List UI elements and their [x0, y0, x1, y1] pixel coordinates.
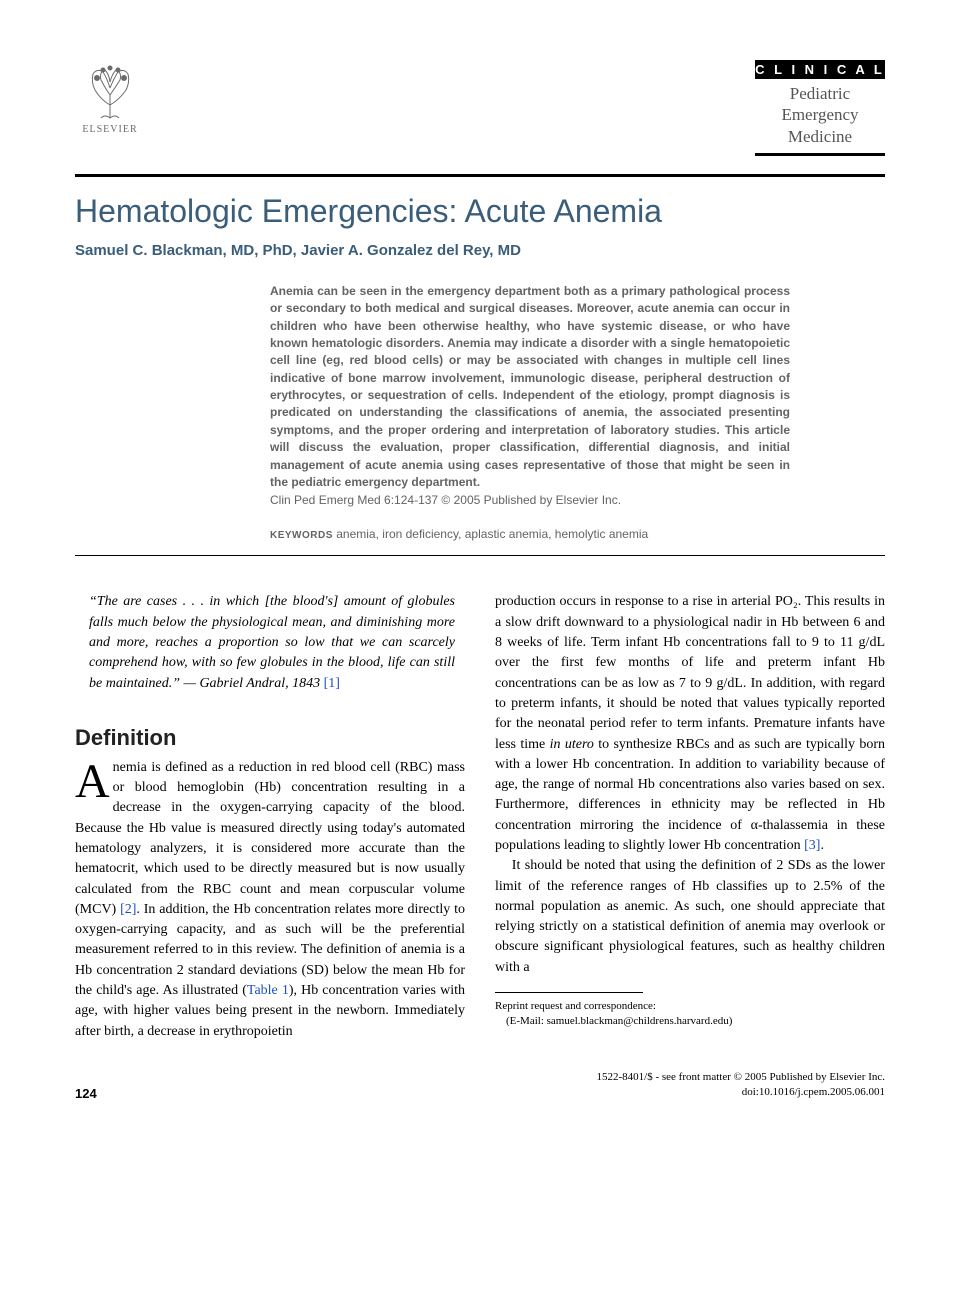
epigraph: “The are cases . . . in which [the blood… [89, 592, 455, 693]
rule-after-abstract [75, 555, 885, 556]
body-text: to synthesize RBCs and as such are typic… [495, 737, 885, 853]
body-paragraph: production occurs in response to a rise … [495, 592, 885, 856]
body-columns: “The are cases . . . in which [the blood… [75, 592, 885, 1042]
abstract-text: Anemia can be seen in the emergency depa… [270, 283, 790, 492]
table-link-1[interactable]: Table 1 [247, 983, 289, 998]
reprint-line: Reprint request and correspondence: [495, 999, 885, 1014]
citation-line: Clin Ped Emerg Med 6:124-137 © 2005 Publ… [270, 493, 790, 507]
dropcap: A [75, 758, 113, 803]
journal-badge: C L I N I C A L Pediatric Emergency Medi… [755, 60, 885, 156]
column-left: “The are cases . . . in which [the blood… [75, 592, 465, 1042]
ref-link-2[interactable]: [2] [120, 902, 136, 917]
keywords-line: KEYWORDS anemia, iron deficiency, aplast… [270, 527, 790, 541]
body-paragraph: It should be noted that using the defini… [495, 856, 885, 978]
footer-right: 1522-8401/$ - see front matter © 2005 Pu… [597, 1070, 886, 1101]
body-text: nemia is defined as a reduction in red b… [75, 760, 465, 917]
reprint-email: (E-Mail: samuel.blackman@childrens.harva… [495, 1014, 885, 1029]
journal-name-line: Emergency [755, 104, 885, 125]
header-row: ELSEVIER C L I N I C A L Pediatric Emerg… [75, 60, 885, 156]
italic-term: in utero [550, 737, 594, 752]
journal-name-line: Pediatric [755, 83, 885, 104]
page-number: 124 [75, 1086, 97, 1101]
issn-line: 1522-8401/$ - see front matter © 2005 Pu… [597, 1070, 886, 1085]
section-heading-definition: Definition [75, 722, 465, 754]
page: ELSEVIER C L I N I C A L Pediatric Emerg… [0, 0, 960, 1141]
po2-subscript: O₂ [783, 594, 798, 609]
journal-underline [755, 153, 885, 156]
publisher-name: ELSEVIER [82, 124, 137, 135]
authors: Samuel C. Blackman, MD, PhD, Javier A. G… [75, 242, 885, 259]
epigraph-ref[interactable]: [1] [324, 676, 340, 691]
doi-line: doi:10.1016/j.cpem.2005.06.001 [597, 1085, 886, 1100]
body-text: . [820, 838, 824, 853]
journal-clinical-label: C L I N I C A L [755, 60, 885, 79]
footer: 124 1522-8401/$ - see front matter © 200… [75, 1070, 885, 1101]
column-right: production occurs in response to a rise … [495, 592, 885, 1042]
body-paragraph: Anemia is defined as a reduction in red … [75, 758, 465, 1042]
journal-name-line: Medicine [755, 126, 885, 147]
reprint-block: Reprint request and correspondence: (E-M… [495, 999, 885, 1030]
reprint-rule [495, 992, 643, 993]
rule-top [75, 174, 885, 177]
elsevier-tree-icon [83, 60, 138, 120]
body-text: . This results in a slow drift downward … [495, 594, 885, 751]
journal-name: Pediatric Emergency Medicine [755, 79, 885, 151]
keywords-label: KEYWORDS [270, 530, 333, 541]
publisher-logo: ELSEVIER [75, 60, 145, 145]
ref-link-3[interactable]: [3] [804, 838, 820, 853]
body-text: production occurs in response to a rise … [495, 594, 783, 609]
keywords-text: anemia, iron deficiency, aplastic anemia… [336, 527, 648, 541]
article-title: Hematologic Emergencies: Acute Anemia [75, 193, 885, 230]
abstract-block: Anemia can be seen in the emergency depa… [270, 283, 885, 542]
epigraph-text: “The are cases . . . in which [the blood… [89, 594, 455, 690]
